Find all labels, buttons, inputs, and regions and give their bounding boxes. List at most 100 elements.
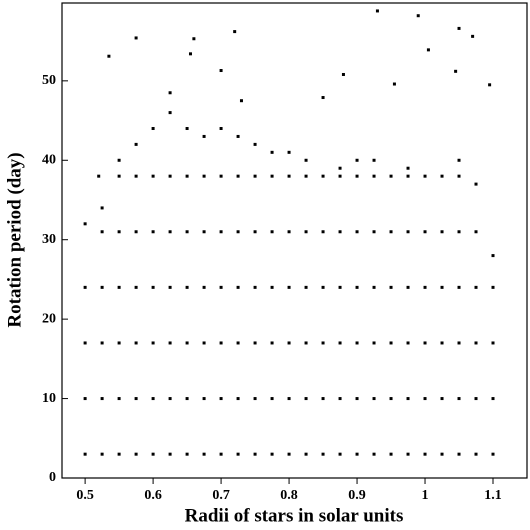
point <box>219 397 223 401</box>
point <box>185 127 189 131</box>
point <box>151 230 155 234</box>
point <box>253 452 257 456</box>
point <box>185 230 189 234</box>
point <box>97 174 101 178</box>
point <box>134 36 138 40</box>
point <box>488 83 492 87</box>
point <box>423 174 427 178</box>
point <box>168 91 172 95</box>
point <box>406 397 410 401</box>
point <box>107 54 111 58</box>
point <box>406 285 410 289</box>
point <box>253 285 257 289</box>
point <box>457 341 461 345</box>
point <box>392 82 396 86</box>
point <box>168 285 172 289</box>
point <box>236 285 240 289</box>
point <box>168 230 172 234</box>
x-tick-label: 1.1 <box>484 488 502 503</box>
point <box>372 174 376 178</box>
y-tick-label: 50 <box>42 73 56 88</box>
point <box>134 452 138 456</box>
point <box>406 166 410 170</box>
point <box>117 174 121 178</box>
point <box>457 285 461 289</box>
point <box>151 127 155 131</box>
x-tick-label: 0.9 <box>348 488 366 503</box>
plot-frame <box>61 2 528 479</box>
point <box>100 230 104 234</box>
point <box>440 230 444 234</box>
point <box>389 452 393 456</box>
point <box>304 341 308 345</box>
point <box>338 285 342 289</box>
point <box>185 397 189 401</box>
point <box>219 69 223 73</box>
point <box>372 285 376 289</box>
point <box>188 52 192 56</box>
point <box>117 452 121 456</box>
point <box>100 452 104 456</box>
point <box>389 285 393 289</box>
y-tick-label: 0 <box>49 470 56 485</box>
point <box>471 34 475 38</box>
x-tick-label: 1 <box>422 488 429 503</box>
x-tick-label: 0.6 <box>144 488 162 503</box>
point <box>375 9 379 13</box>
point <box>287 174 291 178</box>
x-tick-label: 0.7 <box>212 488 230 503</box>
point <box>168 111 172 115</box>
point <box>117 341 121 345</box>
point <box>287 452 291 456</box>
point <box>202 452 206 456</box>
point <box>454 69 458 73</box>
point <box>338 230 342 234</box>
point <box>270 397 274 401</box>
point <box>321 452 325 456</box>
point <box>151 341 155 345</box>
point <box>355 341 359 345</box>
point <box>321 96 325 100</box>
point <box>202 230 206 234</box>
point <box>491 452 495 456</box>
point <box>236 174 240 178</box>
point <box>321 230 325 234</box>
point <box>406 341 410 345</box>
point <box>168 397 172 401</box>
point <box>304 230 308 234</box>
x-tick-label: 0.8 <box>280 488 298 503</box>
point <box>151 452 155 456</box>
point <box>423 452 427 456</box>
point <box>236 397 240 401</box>
point <box>440 285 444 289</box>
point <box>321 341 325 345</box>
point <box>491 341 495 345</box>
point <box>321 285 325 289</box>
point <box>287 230 291 234</box>
point <box>457 230 461 234</box>
point <box>185 452 189 456</box>
y-axis-title: Rotation period (day) <box>4 152 25 327</box>
point <box>423 230 427 234</box>
x-tick-label: 0.5 <box>76 488 94 503</box>
point <box>338 174 342 178</box>
point <box>321 397 325 401</box>
point <box>457 452 461 456</box>
x-axis-title: Radii of stars in solar units <box>185 505 404 526</box>
point <box>440 452 444 456</box>
point <box>253 230 257 234</box>
point <box>134 285 138 289</box>
point <box>83 222 87 226</box>
point <box>83 285 87 289</box>
point <box>426 48 430 52</box>
point <box>185 341 189 345</box>
point <box>287 397 291 401</box>
point <box>338 397 342 401</box>
point <box>100 397 104 401</box>
point <box>389 230 393 234</box>
point <box>185 174 189 178</box>
point <box>474 452 478 456</box>
point <box>389 397 393 401</box>
point <box>389 174 393 178</box>
point <box>406 174 410 178</box>
